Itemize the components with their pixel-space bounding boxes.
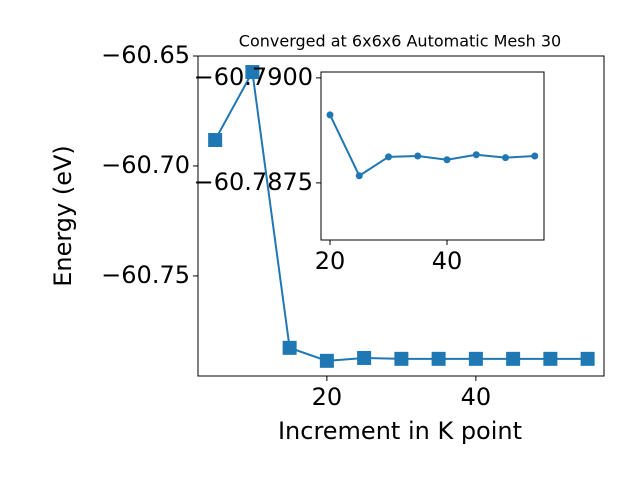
marker: [282, 340, 297, 355]
y-tick-label: −60.7875: [194, 168, 313, 196]
marker: [394, 351, 409, 366]
marker: [355, 172, 363, 180]
line: [329, 114, 535, 178]
y-axis-label: Energy (eV): [49, 145, 77, 287]
marker: [502, 154, 510, 162]
marker: [443, 156, 451, 164]
y-tick-label: −60.70: [101, 151, 190, 179]
marker: [468, 351, 483, 366]
marker: [506, 351, 521, 366]
x-tick-label: 40: [432, 247, 463, 275]
marker: [357, 350, 372, 365]
y-tick-label: −60.65: [101, 41, 190, 69]
y-tick-label: −60.75: [101, 261, 190, 289]
marker: [580, 351, 595, 366]
marker: [326, 111, 334, 119]
marker: [472, 151, 480, 159]
marker: [245, 65, 260, 80]
marker: [543, 351, 558, 366]
chart-title: Converged at 6x6x6 Automatic Mesh 30: [239, 32, 561, 51]
y-tick-label: −60.7900: [194, 63, 313, 91]
marker: [385, 153, 393, 161]
marker: [431, 351, 446, 366]
x-axis-label: Increment in K point: [278, 417, 522, 445]
marker: [414, 152, 422, 160]
x-tick-label: 40: [461, 383, 492, 411]
marker: [531, 152, 539, 160]
x-tick-label: 20: [312, 383, 343, 411]
plot-frame: [320, 71, 545, 241]
marker: [319, 353, 334, 368]
marker: [208, 133, 223, 148]
x-tick-label: 20: [315, 247, 346, 275]
